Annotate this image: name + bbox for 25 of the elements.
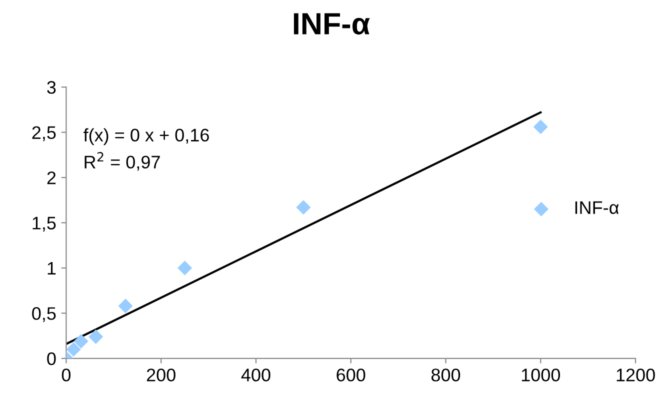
x-tick-label: 0 — [62, 368, 71, 382]
y-tick-label: 0 — [47, 352, 56, 366]
point — [178, 260, 192, 276]
y-tick-label: 1 — [48, 262, 56, 275]
y-tick-label: 3 — [47, 81, 56, 94]
x-tick-label: 1000 — [522, 368, 560, 382]
y-tick-label: 0,5 — [32, 307, 56, 322]
point — [296, 200, 311, 215]
y-tick-label: 2 — [47, 171, 56, 184]
x-tick-label: 200 — [146, 368, 176, 382]
point — [118, 298, 133, 314]
x-tick-label: 600 — [336, 368, 366, 382]
y-tick-label: 1,5 — [32, 216, 56, 232]
annotation: f(x) = 0 x + 0,16 — [84, 128, 209, 146]
point — [74, 334, 88, 349]
legend-label: INF-α — [575, 201, 619, 214]
x-tick-label: 1200 — [616, 368, 655, 382]
annotation: R$^{2}$ = 0,97 — [84, 152, 160, 171]
x-tick-label: 800 — [431, 368, 460, 382]
point — [66, 342, 81, 357]
point — [88, 329, 104, 344]
point — [533, 120, 548, 134]
chart-title: INF-α — [294, 13, 370, 35]
x-tick-label: 400 — [241, 368, 270, 382]
y-tick-label: 2,5 — [32, 126, 56, 142]
